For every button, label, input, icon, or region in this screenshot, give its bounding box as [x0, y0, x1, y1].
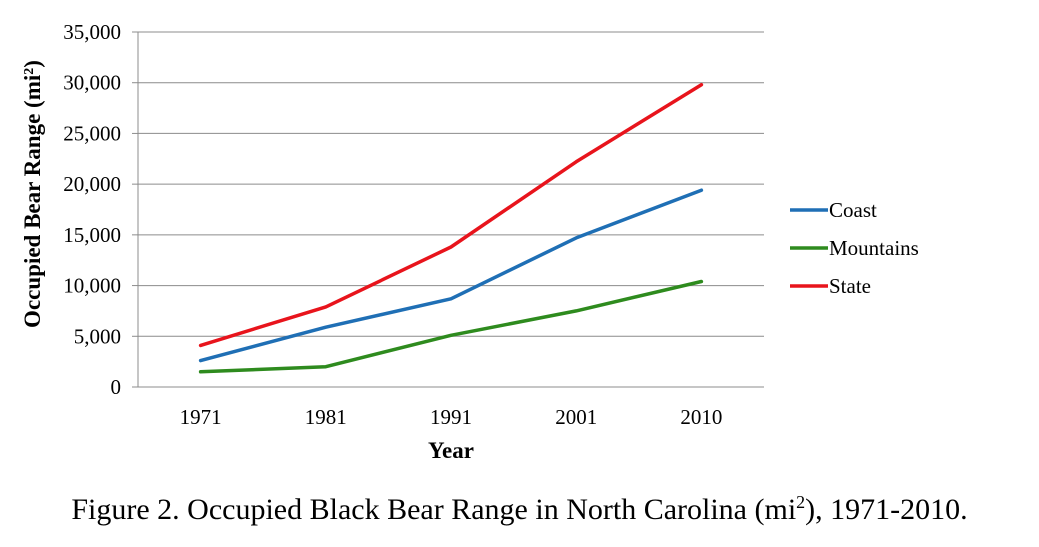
y-tick-labels: 0 5,000 10,000 15,000 20,000 25,000 30,000 35,0… — [63, 20, 121, 399]
caption-text-end: ), 1971-2010. — [805, 493, 968, 526]
y-axis-label: Occupied Bear Range (mi2) — [20, 60, 45, 328]
series-line-state — [198, 82, 704, 348]
y-tick-label: 5,000 — [74, 324, 121, 348]
y-tick-label: 25,000 — [63, 121, 121, 145]
caption-text: Figure 2. Occupied Black Bear Range in N… — [71, 493, 797, 526]
y-tick-label: 20,000 — [63, 172, 121, 196]
series-line-mountains — [198, 279, 704, 374]
y-axis-label-sup: 2 — [22, 68, 37, 75]
y-axis-label-close: ) — [20, 60, 45, 68]
y-tick-label: 30,000 — [63, 71, 121, 95]
x-tick-label: 2001 — [555, 405, 597, 429]
y-tick-label: 35,000 — [63, 20, 121, 44]
x-axis-label: Year — [428, 438, 474, 463]
line-chart: 0 5,000 10,000 15,000 20,000 25,000 30,000 35,0… — [20, 20, 919, 463]
legend-label-state: State — [829, 274, 871, 298]
legend: Coast Mountains State — [790, 198, 919, 298]
legend-label-coast: Coast — [829, 198, 877, 222]
x-tick-labels: 1971 1981 1991 2001 2010 — [180, 405, 723, 429]
series-lines — [198, 82, 704, 374]
y-tick-label: 15,000 — [63, 223, 121, 247]
y-tick-label: 0 — [111, 375, 122, 399]
y-axis-label-text: Occupied Bear Range (mi — [20, 74, 45, 328]
series-line-coast — [198, 188, 704, 363]
x-tick-label: 2010 — [680, 405, 722, 429]
caption-sup: 2 — [796, 492, 806, 512]
axes — [132, 31, 764, 388]
gridlines — [138, 31, 764, 337]
x-tick-label: 1991 — [430, 405, 472, 429]
legend-label-mountains: Mountains — [829, 236, 919, 260]
figure-caption: Figure 2. Occupied Black Bear Range in N… — [0, 492, 1039, 527]
y-tick-label: 10,000 — [63, 274, 121, 298]
x-tick-label: 1981 — [305, 405, 347, 429]
x-tick-label: 1971 — [180, 405, 222, 429]
